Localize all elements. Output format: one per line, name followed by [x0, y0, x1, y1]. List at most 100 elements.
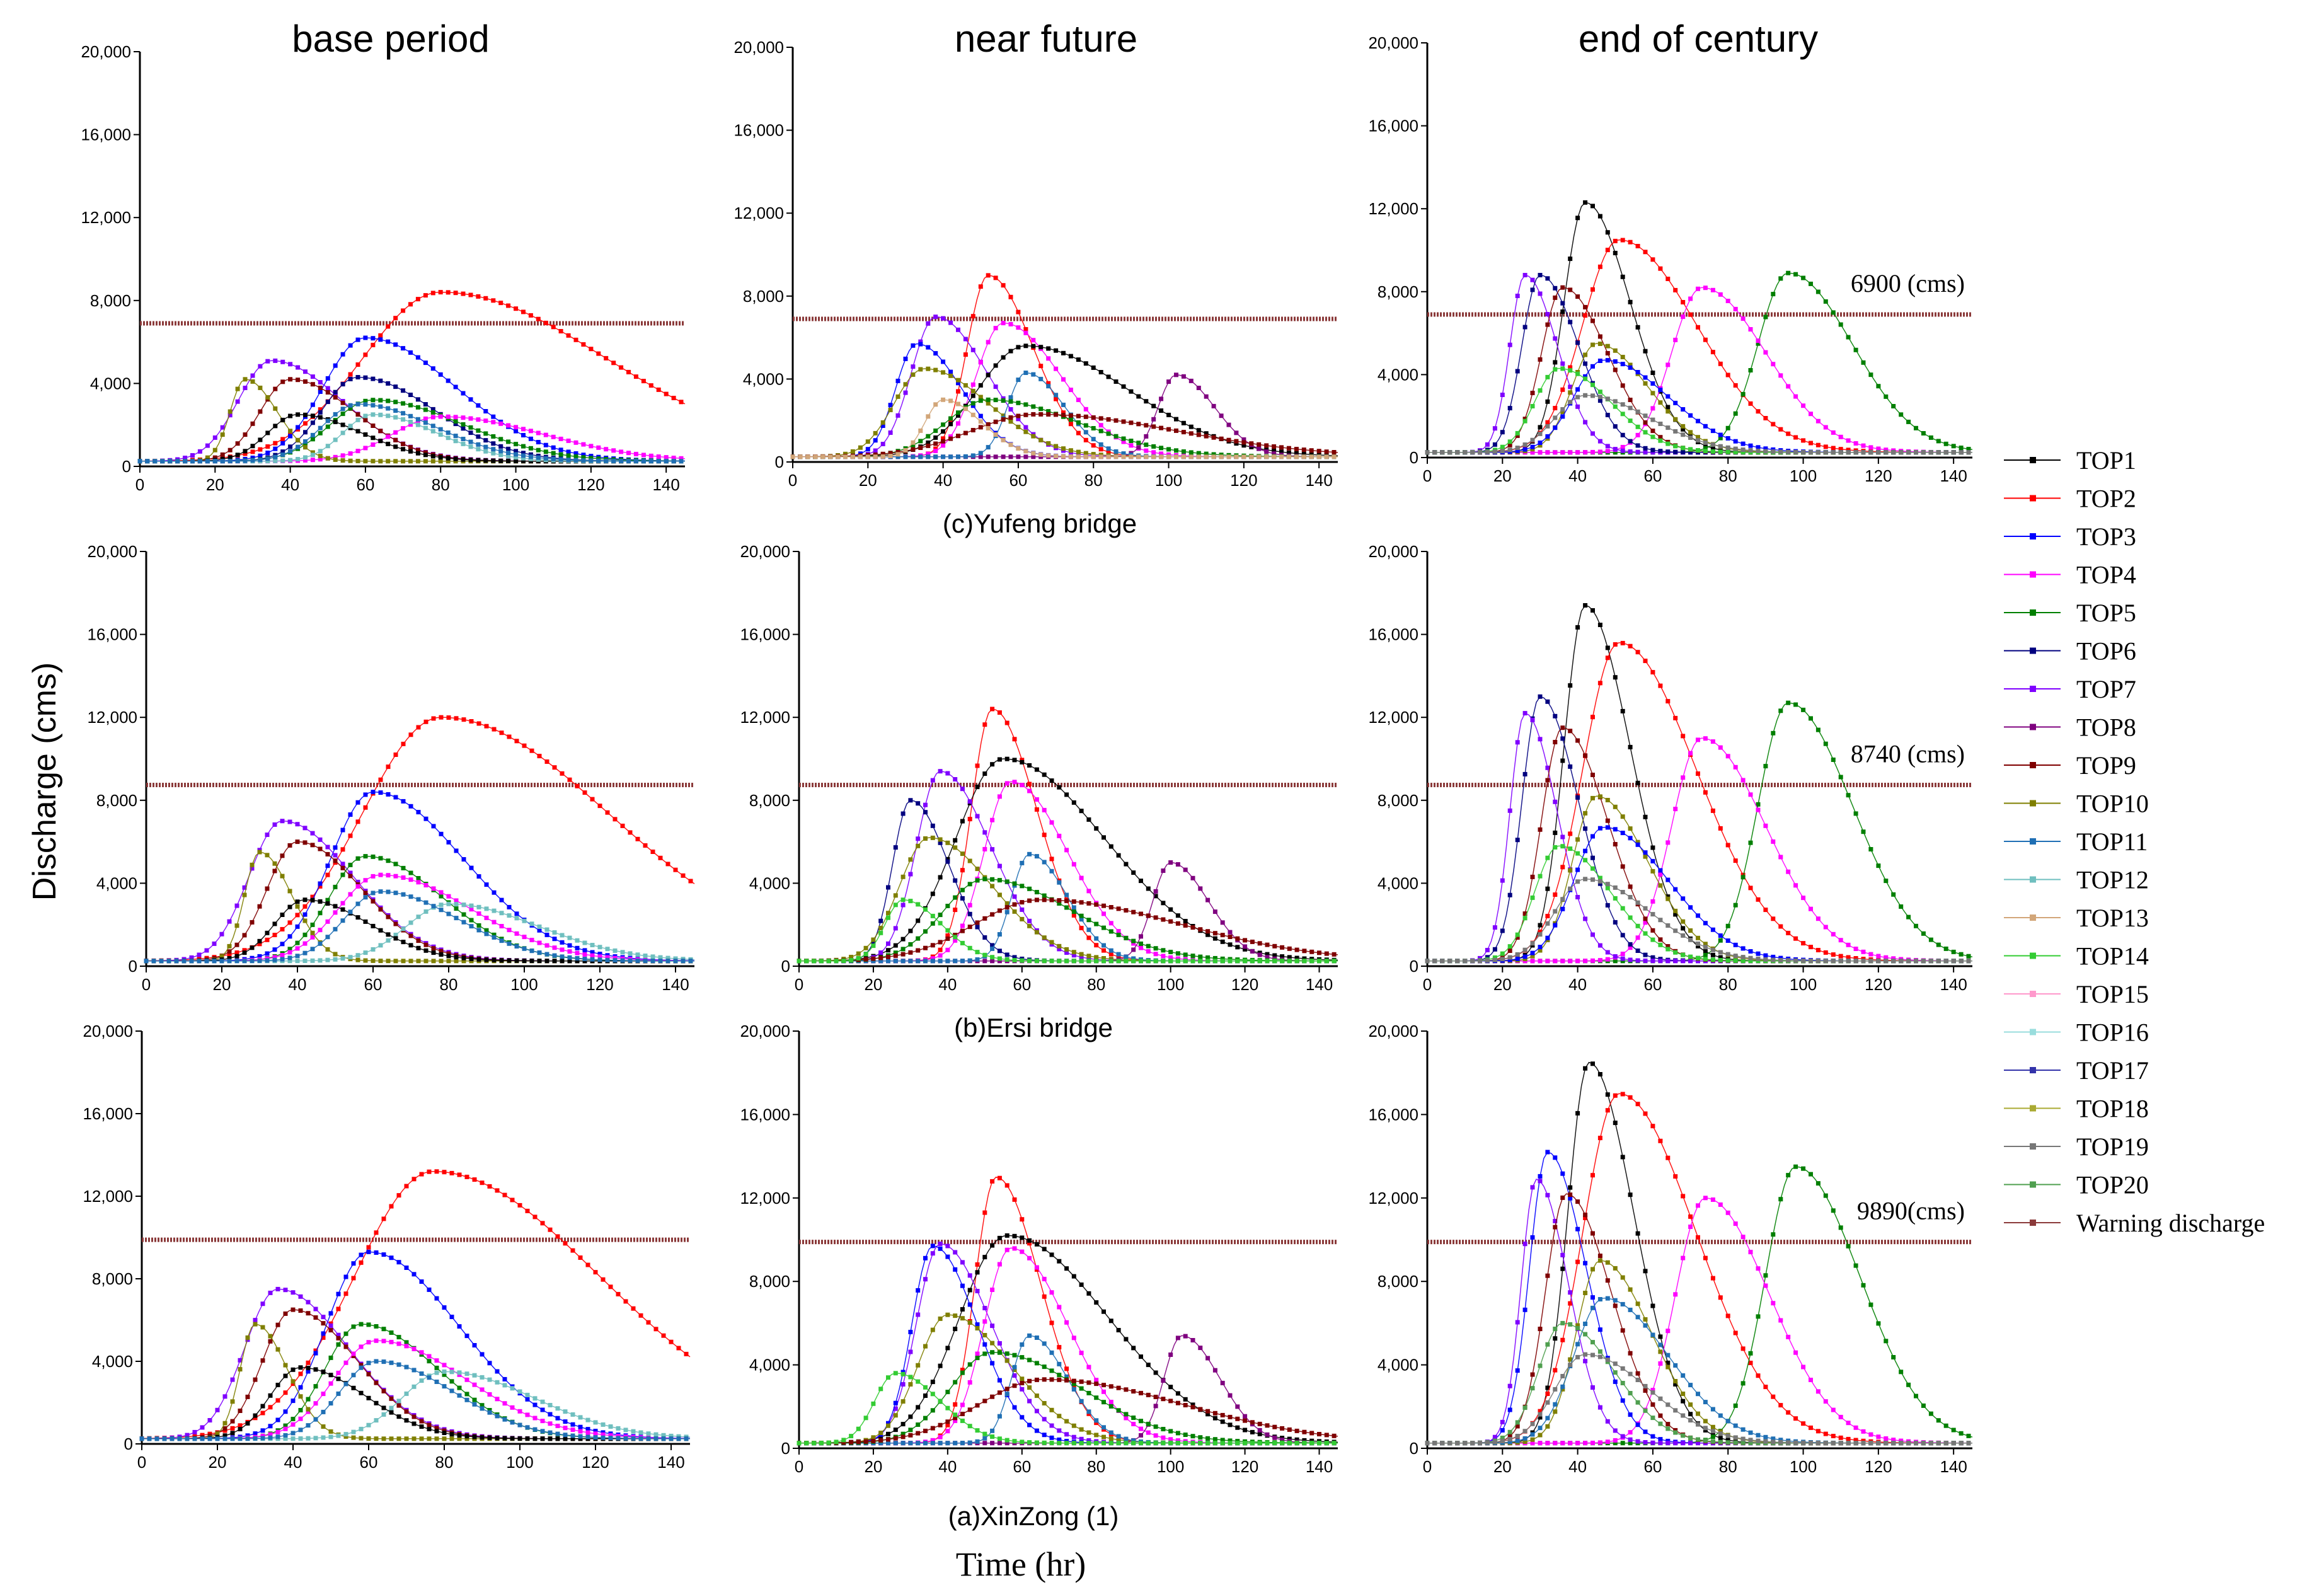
- data-point: [900, 903, 906, 908]
- data-point: [1478, 450, 1482, 455]
- data-point: [990, 707, 995, 712]
- column-title-end-of-century: end of century: [1579, 18, 1818, 60]
- data-point: [1620, 444, 1625, 449]
- data-point: [1665, 877, 1671, 882]
- y-tick-label: 0: [775, 453, 784, 471]
- data-point: [439, 952, 444, 957]
- data-point: [529, 748, 534, 753]
- data-point: [1211, 454, 1216, 459]
- data-point: [1153, 959, 1158, 964]
- data-point: [1181, 430, 1186, 435]
- data-point: [514, 452, 519, 457]
- data-point: [454, 955, 459, 960]
- data-point: [1597, 875, 1602, 880]
- data-point: [220, 459, 225, 464]
- data-point: [1016, 378, 1021, 383]
- x-tick-label: 40: [1568, 466, 1587, 485]
- data-point: [1317, 950, 1321, 955]
- data-point: [1733, 764, 1738, 770]
- data-point: [371, 958, 376, 963]
- data-point: [1016, 413, 1021, 418]
- data-point: [918, 367, 923, 372]
- data-point: [982, 935, 987, 940]
- data-point: [1681, 450, 1686, 454]
- data-point: [1001, 355, 1006, 360]
- data-point: [941, 429, 946, 434]
- data-point: [986, 401, 991, 406]
- data-point: [665, 862, 670, 867]
- data-point: [1771, 449, 1776, 454]
- data-point: [1545, 959, 1550, 964]
- data-point: [589, 456, 594, 461]
- data-point: [227, 459, 233, 464]
- data-point: [340, 422, 345, 427]
- data-point: [483, 409, 488, 413]
- data-point: [287, 947, 292, 952]
- data-point: [325, 919, 330, 924]
- data-point: [1763, 314, 1768, 320]
- data-point: [1500, 449, 1505, 454]
- x-tick-label: 140: [662, 975, 689, 994]
- data-point: [287, 843, 292, 848]
- data-point: [507, 913, 512, 918]
- data-point: [1046, 441, 1051, 446]
- data-point: [960, 959, 965, 964]
- data-point: [1681, 775, 1686, 780]
- data-point: [641, 453, 646, 458]
- data-point: [1272, 454, 1277, 459]
- data-point: [415, 297, 420, 302]
- data-point: [318, 958, 323, 963]
- data-point: [993, 275, 998, 280]
- data-point: [1228, 930, 1233, 935]
- data-point: [1144, 399, 1149, 404]
- data-point: [348, 403, 353, 408]
- x-tick-label: 0: [788, 471, 797, 490]
- data-point: [1733, 446, 1738, 451]
- data-point: [1899, 450, 1904, 455]
- data-point: [340, 865, 345, 870]
- data-point: [514, 429, 519, 434]
- data-point: [521, 451, 526, 456]
- data-point: [1250, 939, 1255, 944]
- data-point: [272, 868, 277, 874]
- data-point: [1046, 453, 1051, 458]
- data-point: [1159, 454, 1164, 459]
- data-point: [333, 457, 338, 462]
- data-point: [933, 351, 938, 356]
- data-point: [1756, 807, 1761, 812]
- data-point: [1568, 729, 1573, 734]
- data-point: [1012, 894, 1017, 899]
- data-point: [197, 952, 202, 957]
- data-point: [1188, 431, 1194, 436]
- data-point: [993, 454, 998, 459]
- data-point: [933, 367, 938, 372]
- data-point: [287, 889, 292, 894]
- series-markers-top13: [790, 397, 1337, 459]
- data-point: [1064, 959, 1069, 964]
- data-point: [1023, 371, 1028, 375]
- data-point: [1583, 603, 1588, 608]
- data-point: [956, 413, 960, 418]
- data-point: [650, 954, 655, 959]
- data-point: [537, 950, 542, 955]
- data-point: [1613, 424, 1618, 429]
- data-point: [1591, 204, 1595, 209]
- data-point: [529, 949, 534, 954]
- data-point: [423, 407, 428, 412]
- data-point: [1650, 937, 1655, 942]
- data-point: [948, 320, 953, 325]
- data-point: [596, 458, 601, 463]
- data-point: [371, 891, 376, 896]
- data-point: [997, 932, 1002, 937]
- data-point: [1628, 836, 1633, 841]
- data-point: [628, 830, 633, 835]
- data-point: [597, 954, 602, 959]
- data-point: [363, 335, 368, 340]
- data-point: [1265, 959, 1270, 964]
- data-point: [873, 438, 878, 443]
- data-point: [1507, 439, 1512, 444]
- data-point: [1485, 442, 1490, 447]
- data-point: [461, 912, 466, 917]
- data-point: [325, 901, 330, 906]
